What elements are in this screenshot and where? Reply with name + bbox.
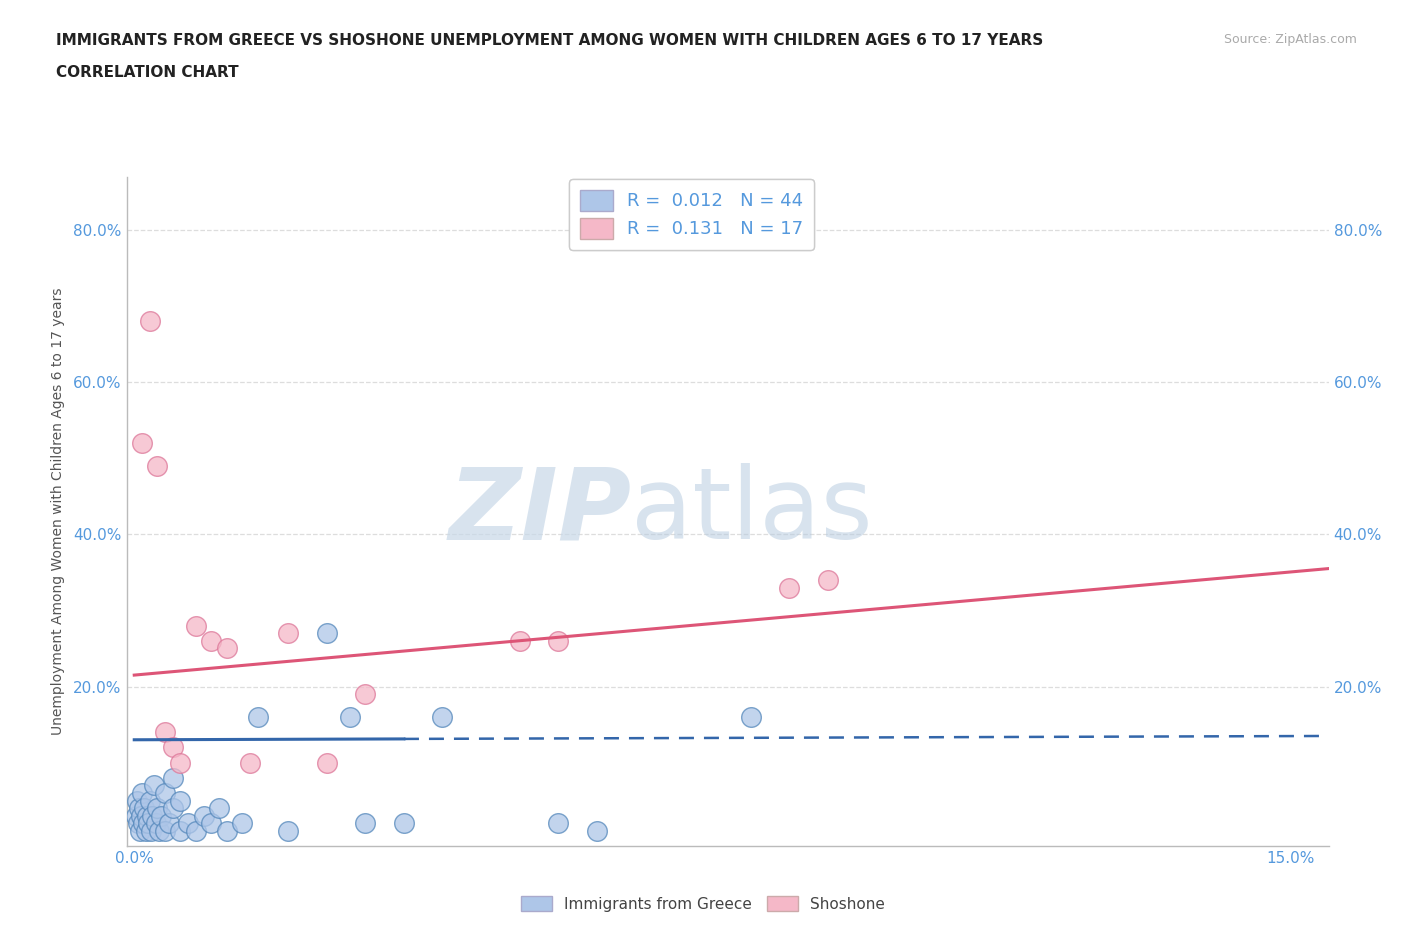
Point	[740, 710, 762, 724]
Point	[141, 824, 163, 839]
Legend: R =  0.012   N = 44, R =  0.131   N = 17: R = 0.012 N = 44, R = 0.131 N = 17	[569, 179, 814, 249]
Point	[162, 801, 184, 816]
Text: atlas: atlas	[631, 463, 873, 560]
Point	[129, 808, 152, 823]
Text: CORRELATION CHART: CORRELATION CHART	[56, 65, 239, 80]
Legend: Immigrants from Greece, Shoshone: Immigrants from Greece, Shoshone	[515, 889, 891, 918]
Point	[169, 755, 191, 770]
Point	[239, 755, 262, 770]
Point	[432, 710, 454, 724]
Point	[169, 793, 191, 808]
Point	[315, 626, 337, 641]
Point	[135, 808, 157, 823]
Point	[169, 824, 191, 839]
Point	[547, 816, 569, 830]
Point	[177, 816, 200, 830]
Point	[208, 801, 231, 816]
Point	[150, 808, 173, 823]
Point	[142, 778, 165, 793]
Point	[184, 824, 207, 839]
Point	[215, 641, 238, 656]
Point	[354, 686, 377, 701]
Point	[129, 824, 152, 839]
Point	[162, 770, 184, 785]
Point	[547, 633, 569, 648]
Y-axis label: Unemployment Among Women with Children Ages 6 to 17 years: Unemployment Among Women with Children A…	[51, 287, 65, 736]
Point	[200, 633, 222, 648]
Point	[184, 618, 207, 633]
Point	[153, 724, 176, 739]
Text: ZIP: ZIP	[449, 463, 631, 560]
Point	[162, 740, 184, 755]
Point	[153, 786, 176, 801]
Point	[817, 573, 839, 588]
Point	[148, 824, 170, 839]
Point	[153, 824, 176, 839]
Point	[131, 435, 153, 450]
Point	[231, 816, 253, 830]
Point	[778, 580, 800, 595]
Point	[125, 793, 148, 808]
Point	[145, 816, 167, 830]
Point	[146, 801, 169, 816]
Point	[193, 808, 215, 823]
Point	[509, 633, 531, 648]
Point	[131, 786, 153, 801]
Point	[136, 816, 159, 830]
Point	[339, 710, 361, 724]
Point	[125, 808, 148, 823]
Point	[132, 816, 155, 830]
Point	[315, 755, 337, 770]
Text: Source: ZipAtlas.com: Source: ZipAtlas.com	[1223, 33, 1357, 46]
Point	[246, 710, 269, 724]
Point	[157, 816, 180, 830]
Point	[215, 824, 238, 839]
Point	[585, 824, 607, 839]
Point	[134, 801, 156, 816]
Point	[392, 816, 415, 830]
Point	[200, 816, 222, 830]
Point	[135, 824, 157, 839]
Text: IMMIGRANTS FROM GREECE VS SHOSHONE UNEMPLOYMENT AMONG WOMEN WITH CHILDREN AGES 6: IMMIGRANTS FROM GREECE VS SHOSHONE UNEMP…	[56, 33, 1043, 47]
Point	[138, 793, 160, 808]
Point	[138, 313, 160, 328]
Point	[277, 626, 299, 641]
Point	[354, 816, 377, 830]
Point	[141, 808, 163, 823]
Point	[128, 801, 150, 816]
Point	[277, 824, 299, 839]
Point	[127, 816, 149, 830]
Point	[146, 458, 169, 473]
